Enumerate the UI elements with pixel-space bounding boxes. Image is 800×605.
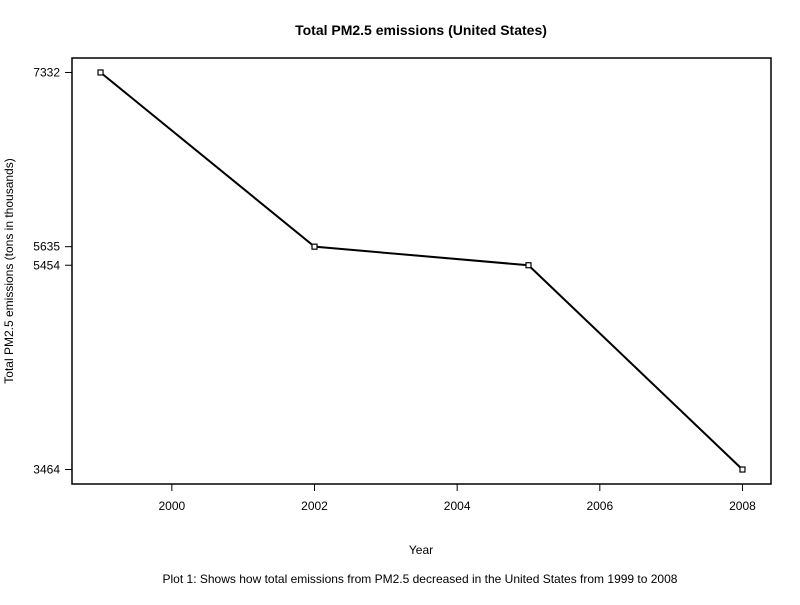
y-tick-label-0: 7332 (33, 65, 60, 79)
y-axis-label: Total PM2.5 emissions (tons in thousands… (2, 158, 16, 383)
plot-frame (71, 57, 772, 485)
x-tick-label-2: 2004 (444, 499, 471, 513)
x-tick-label-4: 2008 (729, 499, 756, 513)
y-tick-label-2: 5454 (33, 258, 60, 272)
x-axis: 2000 2002 2004 2006 2008 (159, 484, 756, 513)
data-point-3 (739, 466, 746, 473)
x-tick-label-0: 2000 (159, 499, 186, 513)
series-line-0 (99, 71, 744, 471)
chart-caption: Plot 1: Shows how total emissions from P… (163, 572, 678, 586)
data-point-2 (525, 262, 532, 269)
y-tick-label-3: 3464 (33, 463, 60, 477)
chart-title: Total PM2.5 emissions (United States) (295, 22, 547, 38)
x-tick-label-1: 2002 (301, 499, 328, 513)
y-axis: 7332 5635 5454 3464 (33, 65, 72, 477)
data-point-1 (311, 243, 318, 250)
data-point-0 (97, 69, 104, 76)
y-tick-label-1: 5635 (33, 240, 60, 254)
x-axis-label: Year (409, 543, 433, 557)
series-layer (97, 69, 746, 473)
x-tick-label-3: 2006 (586, 499, 613, 513)
